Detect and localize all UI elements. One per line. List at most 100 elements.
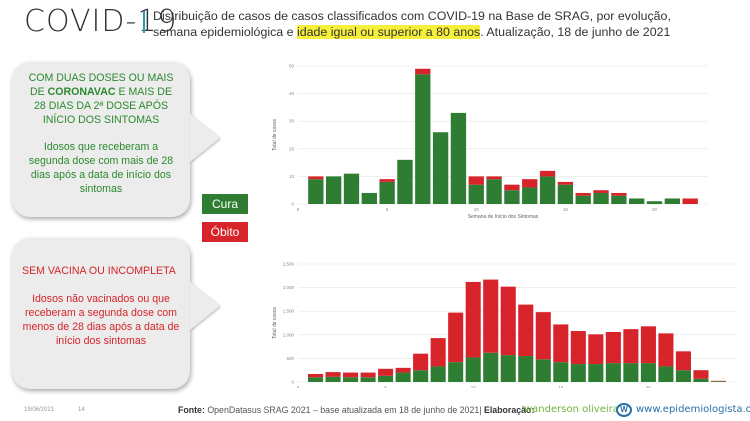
page-title: Distribuição de casos de casos classific… bbox=[153, 8, 745, 40]
y-tick-label: 1,500 bbox=[283, 309, 295, 314]
footer-source: Fonte: OpenDatasus SRAG 2021 – base atua… bbox=[178, 405, 534, 415]
x-tick-label: 5 bbox=[384, 385, 387, 388]
y-tick-label: 20 bbox=[289, 146, 295, 151]
bar-cura bbox=[325, 176, 342, 204]
bar-cura bbox=[640, 363, 656, 382]
x-tick-label: 10 bbox=[474, 207, 480, 212]
title-divider bbox=[143, 11, 145, 33]
y-tick-label: 2,500 bbox=[283, 262, 295, 267]
bar-obito bbox=[535, 312, 551, 360]
magnifier-logo-icon: W bbox=[616, 403, 632, 417]
footer-author[interactable]: wanderson oliveira bbox=[524, 404, 619, 415]
arrow-right-icon bbox=[190, 114, 220, 162]
bar-obito bbox=[623, 329, 639, 364]
bar-cura bbox=[588, 364, 604, 382]
header: COVID-19 Distribuição de casos de casos … bbox=[0, 0, 750, 48]
y-tick-label: 2,000 bbox=[283, 285, 295, 290]
footer-source-label: Fonte: bbox=[178, 405, 205, 415]
x-tick-label: 20 bbox=[646, 385, 652, 388]
bar-cura bbox=[430, 366, 446, 382]
bar-obito bbox=[415, 68, 431, 75]
panel-unvaccinated: SEM VACINA OU INCOMPLETA Idosos não vaci… bbox=[12, 238, 190, 389]
bar-obito bbox=[308, 176, 324, 180]
y-tick-label: 50 bbox=[289, 64, 295, 69]
footer-date: 19/06/2021 bbox=[24, 407, 55, 413]
bar-cura bbox=[500, 355, 516, 382]
bar-cura bbox=[504, 190, 520, 204]
footer-site-link[interactable]: www.epidemiologista.org bbox=[636, 404, 750, 415]
bar-cura bbox=[448, 362, 464, 382]
bar-cura bbox=[658, 366, 674, 382]
bar-obito bbox=[413, 353, 429, 371]
title-highlight: idade igual ou superior a 80 anos bbox=[296, 25, 481, 39]
x-tick-label: 15 bbox=[558, 385, 564, 388]
bar-obito bbox=[360, 372, 376, 378]
bar-obito bbox=[486, 176, 502, 180]
bar-obito bbox=[682, 198, 698, 204]
panel-vaccinated: COM DUAS DOSES OU MAIS DE CORONAVAC E MA… bbox=[12, 62, 190, 217]
x-tick-label: 0 bbox=[297, 385, 300, 388]
y-tick-label: 0 bbox=[291, 380, 294, 385]
footer-page-number: 14 bbox=[78, 407, 85, 413]
bar-obito bbox=[468, 176, 484, 185]
bar-cura bbox=[468, 184, 484, 204]
y-tick-label: 40 bbox=[289, 91, 295, 96]
x-tick-label: 15 bbox=[563, 207, 569, 212]
y-tick-label: 1,000 bbox=[283, 332, 295, 337]
bar-obito bbox=[575, 192, 591, 196]
bar-cura bbox=[360, 377, 376, 382]
bar-obito bbox=[448, 312, 464, 363]
bar-cura bbox=[395, 372, 411, 382]
bar-obito bbox=[570, 331, 586, 365]
bar-cura bbox=[664, 198, 681, 204]
bar-cura bbox=[693, 378, 709, 382]
bar-cura bbox=[522, 187, 538, 204]
bar-cura bbox=[307, 377, 324, 382]
bar-obito bbox=[605, 331, 621, 364]
bar-obito bbox=[325, 372, 341, 377]
bar-cura bbox=[361, 192, 377, 204]
panel-unvaccinated-title: SEM VACINA OU INCOMPLETA bbox=[22, 265, 176, 277]
bar-obito bbox=[343, 372, 359, 378]
bar-obito bbox=[588, 334, 604, 365]
bar-cura bbox=[397, 159, 413, 204]
bar-cura bbox=[629, 198, 645, 204]
x-tick-label: 20 bbox=[652, 207, 658, 212]
panel-vaccinated-title: COM DUAS DOSES OU MAIS DE CORONAVAC E MA… bbox=[24, 71, 178, 127]
bar-cura bbox=[343, 173, 360, 204]
bar-cura bbox=[611, 195, 627, 204]
footer-credit-label: Elaboração: bbox=[483, 405, 535, 415]
arrow-right-icon bbox=[190, 282, 220, 330]
bar-obito bbox=[658, 333, 674, 367]
bar-cura bbox=[308, 179, 324, 204]
bar-obito bbox=[395, 367, 411, 373]
bar-cura bbox=[710, 381, 727, 382]
bar-cura bbox=[486, 179, 502, 204]
bar-cura bbox=[557, 184, 574, 204]
panel-unvaccinated-description: Idosos não vacinados ou que receberam a … bbox=[22, 293, 180, 347]
bar-obito bbox=[483, 279, 499, 353]
legend-cura: Cura bbox=[202, 194, 248, 214]
bar-cura bbox=[623, 363, 639, 382]
y-axis-label: Total de casos bbox=[272, 307, 278, 339]
y-tick-label: 0 bbox=[291, 202, 294, 207]
bar-cura bbox=[539, 176, 556, 204]
bar-obito bbox=[379, 179, 395, 182]
bar-cura bbox=[483, 352, 499, 382]
bar-cura bbox=[432, 132, 449, 204]
brand-title: COVID-19 bbox=[24, 4, 178, 39]
title-line1: Distribuição de casos de casos classific… bbox=[153, 9, 671, 23]
y-tick-label: 30 bbox=[289, 119, 295, 124]
bar-obito bbox=[553, 324, 569, 363]
bar-obito bbox=[500, 286, 516, 356]
chart-vaccinated: 0 10 20 30 40 50 0 5 10 15 20 Semana de Início dos … bbox=[272, 64, 708, 220]
title-line2-post: . Atualização, 18 de junho de 2021 bbox=[480, 25, 671, 39]
bar-obito bbox=[640, 326, 656, 364]
bar-cura bbox=[605, 363, 621, 382]
bar-obito bbox=[693, 370, 709, 379]
bar-obito bbox=[307, 373, 324, 378]
footer: 19/06/2021 14 Fonte: OpenDatasus SRAG 20… bbox=[0, 400, 750, 421]
bar-obito bbox=[522, 179, 538, 188]
legend-obito: Óbito bbox=[202, 222, 248, 242]
y-tick-label: 10 bbox=[289, 174, 295, 179]
